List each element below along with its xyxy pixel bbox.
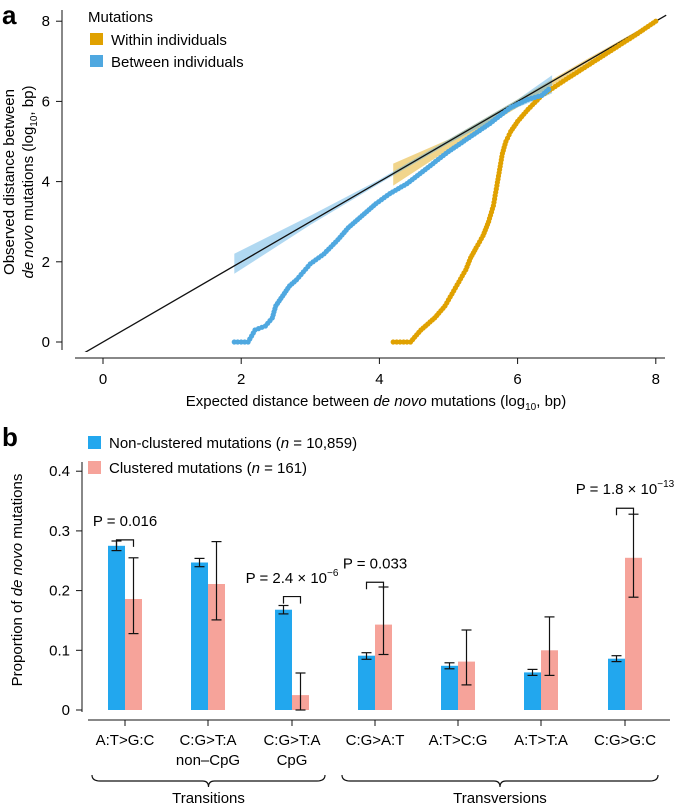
y-tick-label-0.1: 0.1 <box>49 642 70 659</box>
bar-nonclustered <box>191 562 208 710</box>
x-tick-label-2: 2 <box>237 371 245 388</box>
significance-bracket <box>615 507 635 516</box>
panel-a-y-label-line1: Observed distance between <box>1 89 18 275</box>
category-sublabel: non–CpG <box>176 752 240 769</box>
group-label: Transversions <box>453 790 547 807</box>
significance-bracket <box>115 539 135 547</box>
error-bar-nonclustered <box>444 662 455 670</box>
error-bar-clustered <box>461 629 472 686</box>
panel-b-y-label: Proportion of de novo mutations <box>9 474 26 687</box>
panel-a-x-label: Expected distance between de novo mutati… <box>186 393 567 413</box>
category-label: A:T>G:C <box>96 732 155 749</box>
y-tick-label-2: 2 <box>42 254 50 271</box>
p-value-label: P = 2.4 × 10−6 <box>246 568 339 587</box>
p-value-label: P = 0.033 <box>343 556 407 573</box>
legend-label-between: Between individuals <box>111 54 244 71</box>
bar-clustered <box>125 599 142 710</box>
panel-a-label: a <box>2 0 17 30</box>
y-tick-label-6: 6 <box>42 93 50 110</box>
legend-swatch-clustered <box>88 461 101 474</box>
y-tick-label-8: 8 <box>42 13 50 30</box>
error-bar-nonclustered <box>611 655 622 663</box>
x-tick-label-6: 6 <box>513 371 521 388</box>
significance-bracket <box>365 581 385 590</box>
p-value-label: P = 0.016 <box>93 513 157 530</box>
error-bar-clustered <box>544 616 555 677</box>
panel-b-x-ticks: A:T>G:C C:G>T:A non–CpG C:G>T:A CpG C:G>A:T A:… <box>96 720 656 769</box>
bar-clustered <box>625 557 642 710</box>
x-tick-label-8: 8 <box>652 371 660 388</box>
error-bar-nonclustered <box>527 668 538 677</box>
category-sublabel: CpG <box>277 752 308 769</box>
bar-clustered <box>375 624 392 710</box>
group-label: Transitions <box>172 790 245 807</box>
category-label: A:T>T:A <box>514 732 568 749</box>
panel-b-y-ticks: 0 0.1 0.2 0.3 0.4 <box>49 463 82 719</box>
error-bar-clustered <box>211 540 222 621</box>
bar-nonclustered <box>275 609 292 710</box>
error-bar-nonclustered <box>361 652 372 660</box>
x-tick-label-4: 4 <box>375 371 383 388</box>
y-tick-label-4: 4 <box>42 174 50 191</box>
panel-a-x-ticks: 0 2 4 6 8 <box>99 358 660 388</box>
panel-a-y-label-line2: de novo mutations (log10, bp) <box>20 86 40 279</box>
group-brace <box>341 774 659 788</box>
category-label: C:G>G:C <box>594 732 656 749</box>
significance-bracket <box>282 595 302 604</box>
y-tick-label-0.2: 0.2 <box>49 583 70 600</box>
legend-a-title: Mutations <box>88 9 153 26</box>
panel-b-label: b <box>2 422 18 452</box>
panel-a-points <box>231 18 659 345</box>
error-bar-clustered <box>295 672 306 711</box>
panel-a-legend: Mutations Within individuals Between ind… <box>88 9 244 71</box>
legend-swatch-nonclustered <box>88 436 101 449</box>
bar-nonclustered <box>358 655 375 710</box>
y-tick-label-0.3: 0.3 <box>49 523 70 540</box>
group-brace <box>91 774 326 788</box>
bar-nonclustered <box>524 672 541 710</box>
legend-label-within: Within individuals <box>111 32 227 49</box>
legend-swatch-between <box>90 55 103 67</box>
panel-b-groups: Transitions Transversions <box>91 774 659 807</box>
error-bar-clustered <box>128 557 139 635</box>
point-between <box>546 86 552 92</box>
point-within <box>653 18 659 24</box>
category-label: A:T>C:G <box>429 732 488 749</box>
legend-label-clustered: Clustered mutations (n = 161) <box>109 460 307 477</box>
error-bar-nonclustered <box>278 604 289 615</box>
p-value-label: P = 1.8 × 10−13 <box>576 479 675 498</box>
panel-a-y-ticks: 0 2 4 6 8 <box>42 13 62 351</box>
y-tick-label-0.4: 0.4 <box>49 463 70 480</box>
category-label: C:G>T:A <box>263 732 320 749</box>
legend-label-nonclustered: Non-clustered mutations (n = 10,859) <box>109 435 357 452</box>
panel-b-significance: P = 0.016 P = 2.4 × 10−6P = 0.033 P = 1.8 … <box>93 479 675 604</box>
x-tick-label-0: 0 <box>99 371 107 388</box>
bar-nonclustered <box>441 665 458 710</box>
category-label: C:G>A:T <box>346 732 405 749</box>
band-between <box>234 75 553 274</box>
category-label: C:G>T:A <box>179 732 236 749</box>
error-bar-nonclustered <box>194 557 205 568</box>
bar-nonclustered <box>108 545 125 710</box>
panel-b-bars <box>108 545 642 710</box>
bar-clustered <box>458 661 475 710</box>
bar-nonclustered <box>608 658 625 710</box>
legend-swatch-within <box>90 33 103 45</box>
bar-clustered <box>208 584 225 710</box>
bar-clustered <box>541 650 558 710</box>
y-tick-label-0: 0 <box>42 334 50 351</box>
y-tick-label-0: 0 <box>62 702 70 719</box>
panel-b-legend: Non-clustered mutations (n = 10,859) Clu… <box>88 435 357 477</box>
identity-line <box>84 14 667 352</box>
